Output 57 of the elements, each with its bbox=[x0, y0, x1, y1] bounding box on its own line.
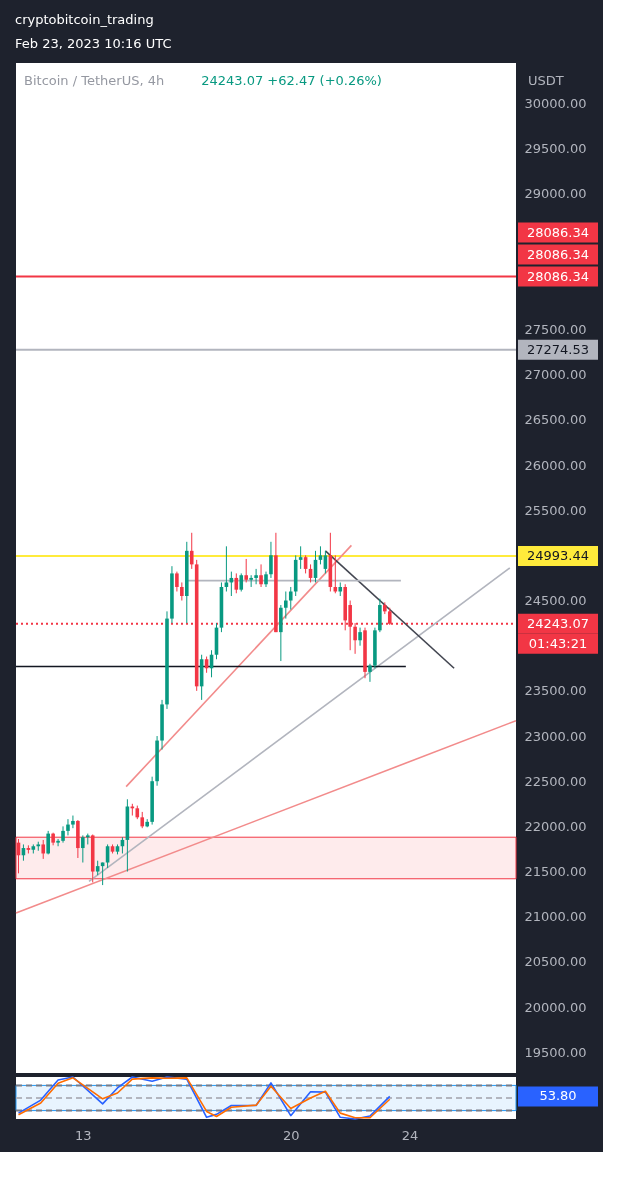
candlestick bbox=[269, 541, 273, 579]
candlestick bbox=[244, 558, 248, 583]
x-tick-label: 24 bbox=[401, 1127, 419, 1143]
y-tick-label: 20500.00 bbox=[524, 954, 587, 970]
candlestick bbox=[180, 581, 184, 602]
x-tick-label: 20 bbox=[282, 1127, 300, 1143]
y-tick-label: 25500.00 bbox=[524, 502, 587, 518]
text: Feb 23, 2023 10:16 UTC bbox=[15, 36, 172, 51]
candlestick bbox=[298, 545, 303, 570]
candlestick bbox=[259, 563, 263, 588]
candlestick bbox=[189, 532, 194, 570]
y-tick-label: 30000.00 bbox=[524, 96, 587, 112]
candlestick bbox=[318, 545, 323, 565]
text: 24243.07 +62.47 (+0.26%) bbox=[201, 73, 382, 88]
ref-line-label: 24993.44 bbox=[526, 547, 590, 563]
candlestick bbox=[284, 590, 288, 620]
candlestick bbox=[234, 572, 239, 594]
text: 28086.34 bbox=[526, 224, 590, 240]
y-tick-label: 22000.00 bbox=[524, 818, 587, 834]
candlestick bbox=[254, 568, 258, 585]
y-tick-label: 22500.00 bbox=[524, 773, 587, 789]
y-tick-label: 23500.00 bbox=[524, 683, 587, 699]
text: 01:43:21 bbox=[528, 635, 588, 651]
y-tick-label: 24500.00 bbox=[524, 593, 587, 609]
x-tick-label: 13 bbox=[75, 1127, 92, 1143]
text: cryptobitcoin_trading bbox=[15, 12, 154, 27]
candlestick bbox=[175, 571, 179, 592]
y-tick-label: 21500.00 bbox=[524, 864, 587, 880]
ref-line-label: 28086.34 bbox=[526, 268, 590, 284]
candlestick bbox=[71, 815, 75, 829]
ref-line-label: 27274.53 bbox=[526, 341, 590, 357]
candlestick bbox=[81, 834, 85, 864]
candlestick bbox=[249, 574, 253, 588]
y-axis-title: USDT bbox=[528, 73, 564, 88]
candlestick bbox=[41, 839, 46, 860]
candlestick bbox=[224, 545, 229, 592]
candlestick bbox=[358, 627, 362, 647]
y-tick-label: 26500.00 bbox=[524, 412, 587, 428]
candlestick bbox=[56, 838, 60, 847]
y-tick-label: 20000.00 bbox=[524, 999, 587, 1015]
y-tick-label: 27500.00 bbox=[524, 322, 587, 337]
text: 53.80 bbox=[539, 1088, 577, 1104]
candlestick bbox=[288, 586, 293, 611]
y-tick-label: 29000.00 bbox=[524, 186, 587, 202]
y-tick-label: 26000.00 bbox=[524, 457, 587, 473]
y-tick-label: 23000.00 bbox=[524, 728, 587, 744]
y-tick-label: 21000.00 bbox=[524, 909, 587, 925]
candlestick bbox=[66, 818, 70, 836]
candlestick bbox=[46, 830, 50, 855]
text: Bitcoin / TetherUS, 4h bbox=[24, 73, 165, 88]
y-tick-label: 27000.00 bbox=[524, 367, 587, 383]
y-tick-label: 19500.00 bbox=[524, 1044, 587, 1060]
text: 28086.34 bbox=[526, 246, 590, 262]
candlestick bbox=[368, 663, 372, 683]
ref-line-label: 24243.07 bbox=[526, 615, 590, 631]
candlestick bbox=[239, 572, 244, 592]
y-tick-label: 29500.00 bbox=[524, 141, 587, 157]
